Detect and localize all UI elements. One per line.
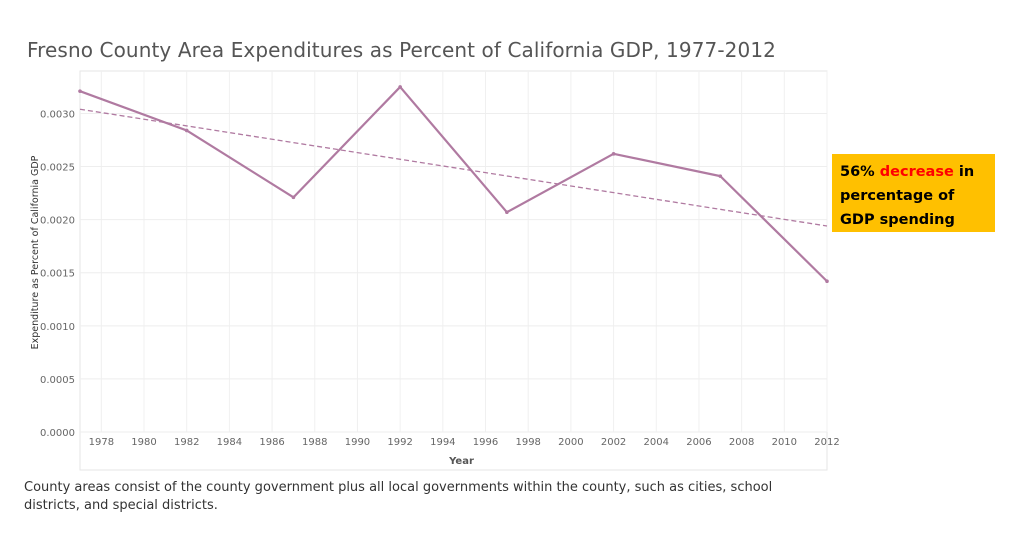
- data-point: [718, 174, 723, 178]
- x-tick-label: 2008: [729, 437, 754, 448]
- chart-title: Fresno County Area Expenditures as Perce…: [27, 38, 776, 62]
- data-point: [398, 85, 402, 89]
- data-point: [78, 89, 82, 93]
- y-tick-label: 0.0005: [40, 375, 75, 386]
- x-tick-label: 1982: [174, 437, 199, 448]
- x-tick-label: 2000: [558, 437, 583, 448]
- annotation-callout: 56% decrease in percentage of GDP spendi…: [832, 154, 995, 232]
- x-tick-label: 1988: [302, 437, 327, 448]
- series-line: [79, 85, 828, 283]
- y-tick-label: 0.0010: [40, 322, 75, 333]
- data-point: [505, 210, 509, 215]
- x-tick-label: 2006: [686, 437, 711, 448]
- callout-text-before: 56%: [840, 164, 880, 180]
- x-tick-label: 1978: [89, 437, 114, 448]
- callout-text-after: in percentage of GDP spending: [840, 164, 975, 228]
- plot-frame: [79, 70, 828, 471]
- y-tick-label: 0.0015: [40, 269, 75, 280]
- y-axis-title: Expenditure as Percent of California GDP: [30, 155, 41, 349]
- data-point: [825, 279, 829, 284]
- x-tick-label: 1986: [259, 437, 284, 448]
- data-point: [611, 152, 616, 156]
- y-tick-label: 0.0020: [40, 216, 75, 227]
- x-tick-label: 1984: [217, 437, 242, 448]
- x-tick-label: 1992: [387, 437, 412, 448]
- x-tick-label: 1980: [131, 437, 156, 448]
- data-point: [291, 195, 296, 200]
- data-point: [184, 128, 189, 133]
- x-tick-label: 1990: [345, 437, 370, 448]
- x-tick-label: 2012: [814, 437, 839, 448]
- callout-highlight: decrease: [879, 164, 954, 180]
- y-tick-label: 0.0000: [40, 428, 75, 439]
- footnote: County areas consist of the county gover…: [24, 480, 773, 513]
- x-tick-label: 2002: [601, 437, 626, 448]
- y-tick-label: 0.0030: [40, 109, 75, 120]
- x-axis-title: Year: [448, 456, 474, 467]
- y-tick-label: 0.0025: [40, 163, 75, 174]
- x-tick-label: 2010: [772, 437, 797, 448]
- trend-line: [79, 108, 828, 227]
- x-tick-label: 2004: [644, 437, 669, 448]
- x-tick-label: 1998: [515, 437, 540, 448]
- x-tick-label: 1994: [430, 437, 455, 448]
- x-tick-label: 1996: [473, 437, 498, 448]
